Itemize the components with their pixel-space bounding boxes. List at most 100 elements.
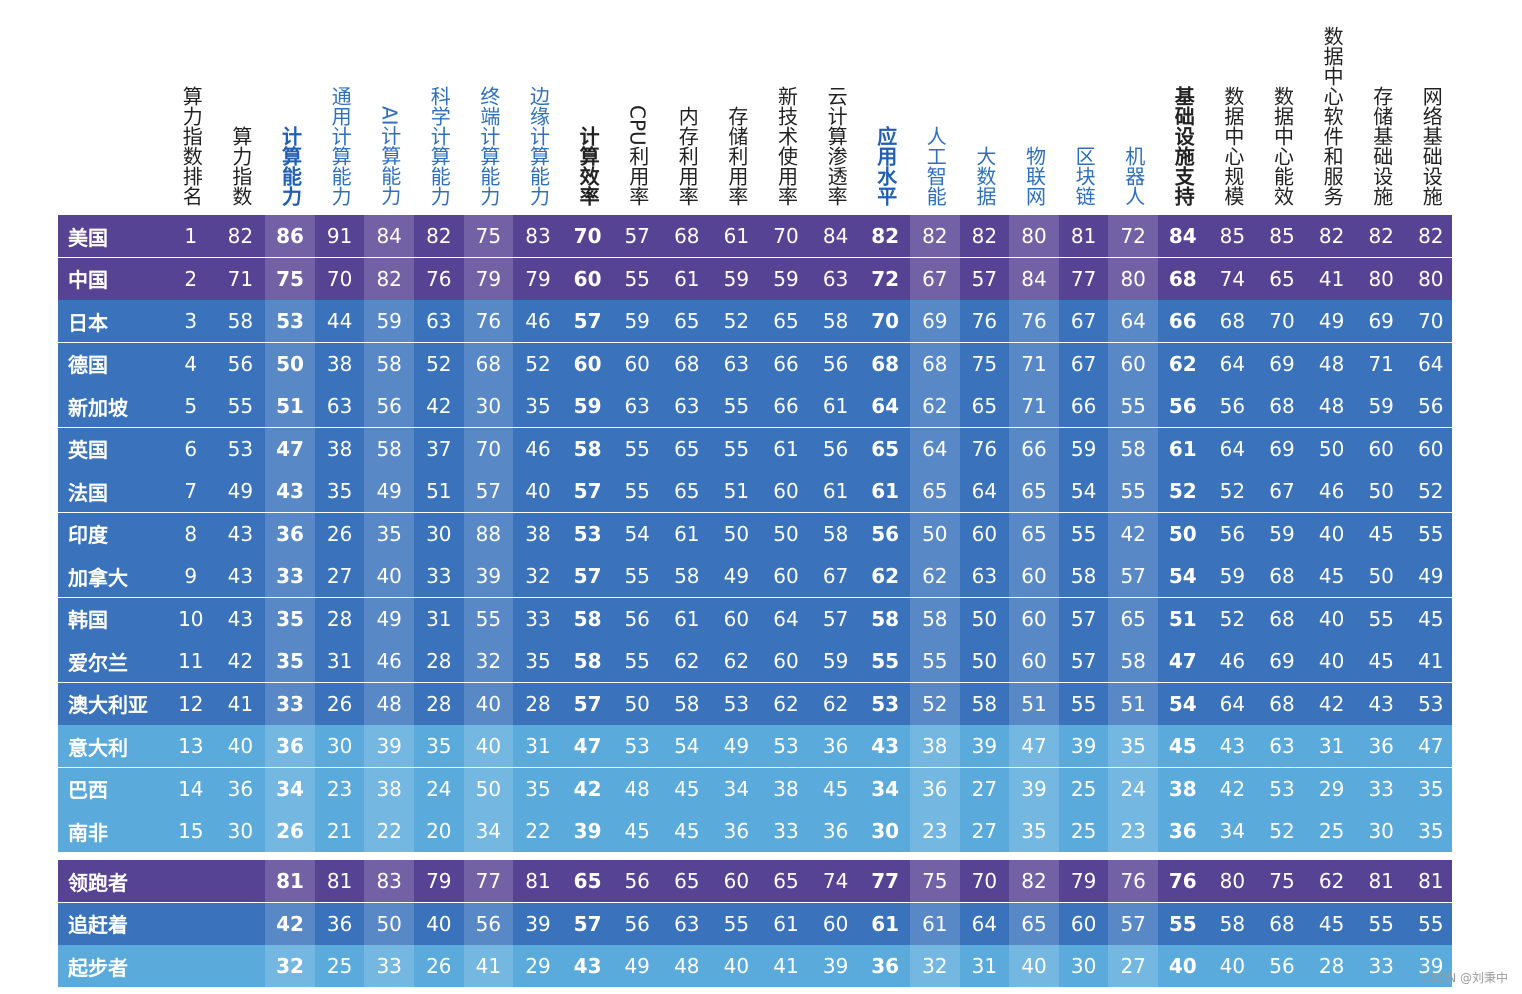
- table-cell: 70: [773, 224, 799, 249]
- column-band: [364, 555, 414, 598]
- column-header: 机器人: [1108, 0, 1158, 212]
- column-band: [265, 342, 315, 385]
- table-cell: 72: [871, 266, 900, 291]
- table-cell: 64: [922, 436, 948, 461]
- table-cell: 79: [1070, 869, 1097, 894]
- table-cell: 32: [276, 954, 304, 979]
- column-band: [1009, 342, 1059, 385]
- table-cell: 59: [573, 394, 602, 419]
- table-cell: 76: [971, 309, 998, 334]
- table-cell: 53: [1269, 776, 1295, 801]
- table-cell: 55: [723, 394, 750, 419]
- column-band: [364, 597, 414, 640]
- table-cell: 50: [922, 521, 948, 546]
- table-cell: 62: [674, 649, 700, 674]
- column-band: [364, 470, 414, 513]
- table-cell: 79: [475, 266, 502, 291]
- table-cell: 50: [1368, 564, 1394, 589]
- table-cell: 67: [1070, 309, 1097, 334]
- table-cell: 64: [773, 606, 799, 631]
- table-cell: 39: [1021, 776, 1047, 801]
- table-cell: 46: [525, 436, 551, 461]
- table-cell: 45: [674, 819, 700, 844]
- table-row: 印度 8 43 36 26 35 30 88 38 53 54 61 50 50 58 56 50 60 65 55 4…: [58, 512, 1452, 555]
- table-cell: 25: [1070, 819, 1097, 844]
- table-cell: 27: [326, 564, 353, 589]
- table-cell: 50: [971, 606, 998, 631]
- table-cell: 68: [475, 351, 502, 376]
- row-label: 印度: [68, 523, 108, 548]
- table-row: 澳大利亚 12 41 33 26 48 28 40 28 57 50 58 53 62 62 53 52 58 51…: [58, 682, 1452, 725]
- column-header: 新技术使用率: [761, 0, 811, 212]
- table-cell: 60: [971, 521, 998, 546]
- table-cell: 55: [1070, 521, 1097, 546]
- column-band: [1108, 342, 1158, 385]
- table-cell: 41: [773, 954, 799, 979]
- row-label: 意大利: [68, 735, 128, 760]
- table-cell: 40: [1021, 954, 1047, 979]
- table-cell: 32: [475, 649, 502, 674]
- column-band: [265, 682, 315, 725]
- column-band: [463, 385, 514, 428]
- column-header-label: 算力指数排名: [179, 86, 204, 206]
- column-header-label: 存储利用率: [724, 106, 749, 206]
- table-cell: 42: [1120, 521, 1146, 546]
- table-cell: 62: [822, 691, 849, 716]
- column-band: [910, 300, 960, 343]
- column-header-row: 算力指数排名 算力指数 计算能力 通用计算能力 AI计算能力 科学计算能力 终端计算能力 边缘…: [58, 0, 1452, 212]
- column-band: [910, 427, 960, 470]
- table-cell: 55: [1120, 394, 1146, 419]
- table-cell: 58: [573, 436, 602, 461]
- table-cell: 76: [971, 436, 998, 461]
- table-cell: 46: [1219, 649, 1246, 674]
- table-cell: 57: [573, 564, 602, 589]
- table-row: 新加坡 5 55 51 63 56 42 30 35 59 63 63 55 66 61 64 62 65 71 66…: [58, 385, 1452, 428]
- table-cell: 65: [674, 479, 700, 504]
- column-header-label: 终端计算能力: [476, 86, 501, 206]
- table-cell: 55: [1368, 606, 1394, 631]
- column-band: [463, 300, 514, 343]
- table-cell: 42: [1318, 691, 1345, 716]
- table-cell: 21: [326, 819, 353, 844]
- table-cell: 45: [674, 776, 700, 801]
- table-cell: 82: [426, 224, 452, 249]
- table-cell: 40: [426, 911, 452, 936]
- table-cell: 49: [376, 479, 402, 504]
- table-cell: 80: [1120, 266, 1146, 291]
- table-cell: 50: [723, 521, 750, 546]
- table-cell: 42: [573, 776, 602, 801]
- column-band: [910, 902, 960, 945]
- table-cell: 46: [376, 649, 402, 674]
- table-cell: 49: [1418, 564, 1444, 589]
- column-band: [364, 512, 414, 555]
- table-cell: 41: [1318, 266, 1345, 291]
- table-cell: 62: [922, 394, 948, 419]
- table-cell: 60: [1021, 606, 1047, 631]
- table-cell: 28: [1318, 954, 1345, 979]
- table-cell: 80: [1368, 266, 1394, 291]
- table-row: 南非 15 30 26 21 22 20 34 22 39 45 45 36 33 36 30 23 27 35 25…: [58, 810, 1452, 853]
- table-cell: 24: [1120, 776, 1146, 801]
- table-cell: 81: [1368, 869, 1394, 894]
- row-label: 新加坡: [68, 395, 128, 420]
- column-band: [1009, 810, 1059, 853]
- table-cell: 52: [525, 351, 551, 376]
- table-cell: 54: [1070, 479, 1097, 504]
- table-cell: 80: [1418, 266, 1444, 291]
- table-cell: 71: [1021, 351, 1047, 376]
- table-cell: 59: [773, 266, 799, 291]
- table-cell: 56: [1219, 521, 1246, 546]
- table-cell: 52: [1219, 606, 1246, 631]
- table-cell: 59: [1219, 564, 1246, 589]
- table-cell: 54: [1168, 691, 1197, 716]
- table-cell: 60: [723, 869, 750, 894]
- table-cell: 70: [1418, 309, 1444, 334]
- column-band: [1108, 810, 1158, 853]
- column-header: 人工智能: [910, 0, 960, 212]
- column-band: [364, 767, 414, 810]
- table-cell: 70: [1269, 309, 1295, 334]
- column-band: [265, 257, 315, 300]
- table-cell: 61: [674, 606, 700, 631]
- column-band: [1108, 215, 1158, 258]
- table-cell: 40: [376, 564, 402, 589]
